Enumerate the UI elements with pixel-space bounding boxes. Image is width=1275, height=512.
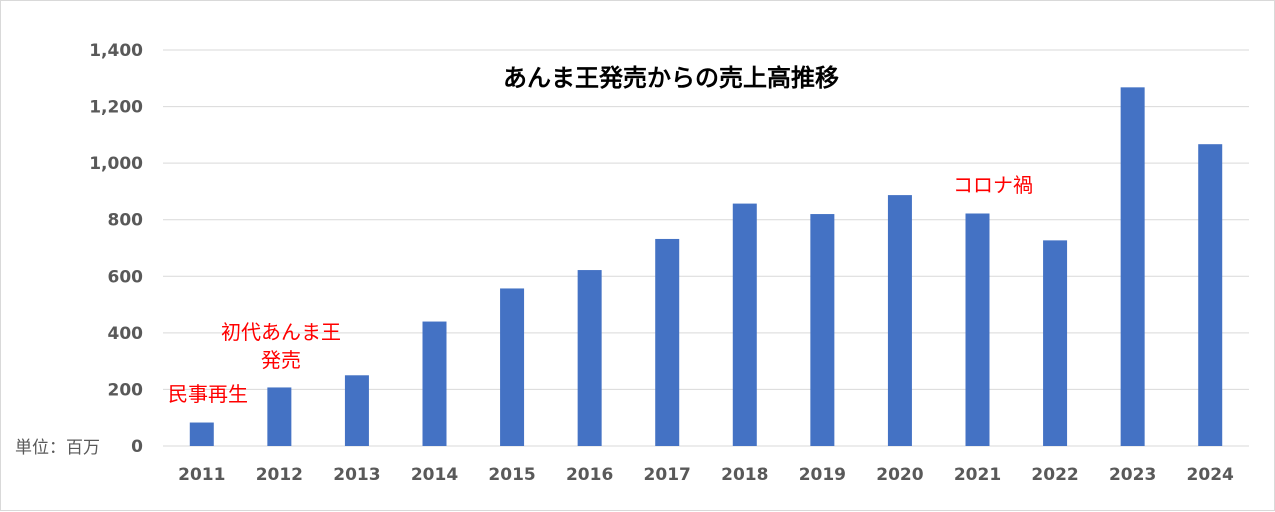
annotation-covid: コロナ禍 (953, 173, 1033, 197)
gridlines (163, 49, 1249, 447)
annotation-first-anmaou-line2: 発売 (261, 348, 301, 372)
x-tick-label: 2011 (178, 465, 225, 485)
y-tick-label: 200 (108, 380, 144, 400)
chart-title: あんま王発売からの売上高推移 (503, 64, 839, 92)
bar-2017 (655, 238, 680, 446)
x-tick-label: 2014 (411, 465, 458, 485)
bar-2015 (500, 288, 525, 446)
bar-2021 (965, 213, 990, 446)
bar-2024 (1198, 144, 1223, 447)
bar-2023 (1120, 87, 1145, 446)
unit-label: 単位：百万 (15, 438, 100, 458)
x-tick-label: 2020 (876, 465, 923, 485)
x-tick-label: 2012 (256, 465, 303, 485)
bar-2020 (887, 195, 912, 446)
annotation-civil-rehabilitation: 民事再生 (168, 382, 248, 406)
y-tick-label: 1,400 (89, 41, 143, 61)
x-tick-label: 2018 (721, 465, 768, 485)
bar-2011 (189, 422, 214, 446)
x-axis-ticks: 2011 2012 2013 2014 2015 2016 2017 2018 2019 2020… (178, 465, 1234, 485)
x-tick-label: 2019 (799, 465, 846, 485)
bar-2022 (1043, 240, 1068, 446)
bar-2014 (422, 321, 447, 446)
annotation-first-anmaou-line1: 初代あんま王 (221, 320, 341, 344)
x-tick-label: 2022 (1031, 465, 1078, 485)
y-tick-label: 1,200 (89, 98, 143, 118)
y-axis-ticks: 0 200 400 600 800 1,000 1,200 1,400 (89, 41, 143, 457)
y-tick-label: 800 (108, 211, 144, 231)
x-tick-label: 2021 (954, 465, 1001, 485)
x-tick-label: 2013 (333, 465, 380, 485)
x-tick-label: 2023 (1109, 465, 1156, 485)
bars (189, 87, 1223, 447)
bar-2013 (344, 375, 369, 446)
x-tick-label: 2016 (566, 465, 613, 485)
y-tick-label: 600 (108, 267, 144, 287)
x-tick-label: 2024 (1187, 465, 1234, 485)
bar-2016 (577, 270, 602, 446)
x-tick-label: 2017 (644, 465, 691, 485)
y-tick-label: 1,000 (89, 154, 143, 174)
bar-2019 (810, 214, 835, 446)
bar-2018 (732, 203, 757, 446)
y-tick-label: 400 (108, 324, 144, 344)
bar-2012 (267, 387, 292, 446)
x-tick-label: 2015 (488, 465, 535, 485)
y-tick-label: 0 (131, 437, 143, 457)
